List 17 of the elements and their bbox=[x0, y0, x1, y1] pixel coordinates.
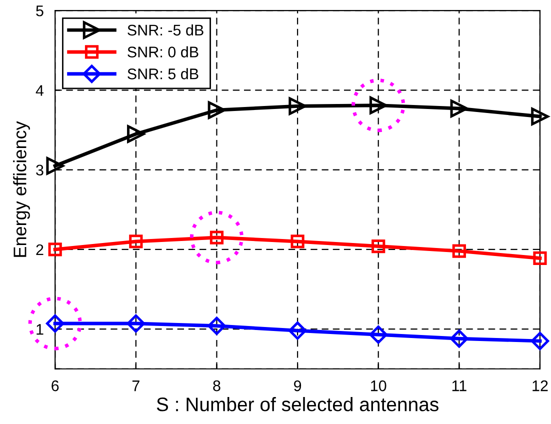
x-tick-label: 8 bbox=[213, 380, 220, 392]
y-tick-label: 5 bbox=[36, 6, 44, 16]
x-tick-label: 6 bbox=[52, 380, 59, 392]
x-tick-label: 10 bbox=[371, 380, 386, 392]
x-tick-label: 9 bbox=[294, 380, 302, 392]
y-tick-label: 3 bbox=[36, 164, 44, 176]
y-tick-label: 1 bbox=[36, 324, 44, 335]
legend-label: SNR: 0 dB bbox=[128, 46, 198, 58]
x-tick-label: 12 bbox=[532, 380, 548, 392]
x-tick-label: 7 bbox=[132, 380, 140, 392]
x-tick-label: 11 bbox=[452, 380, 466, 392]
x-axis-title: S : Number of selected antennas bbox=[156, 397, 438, 412]
y-tick-label: 4 bbox=[36, 85, 44, 96]
legend-label: SNR: -5 dB bbox=[128, 24, 204, 36]
y-axis-title: Energy efficiency bbox=[13, 121, 30, 257]
y-tick-label: 2 bbox=[36, 244, 44, 255]
legend-label: SNR: 5 dB bbox=[128, 68, 198, 80]
